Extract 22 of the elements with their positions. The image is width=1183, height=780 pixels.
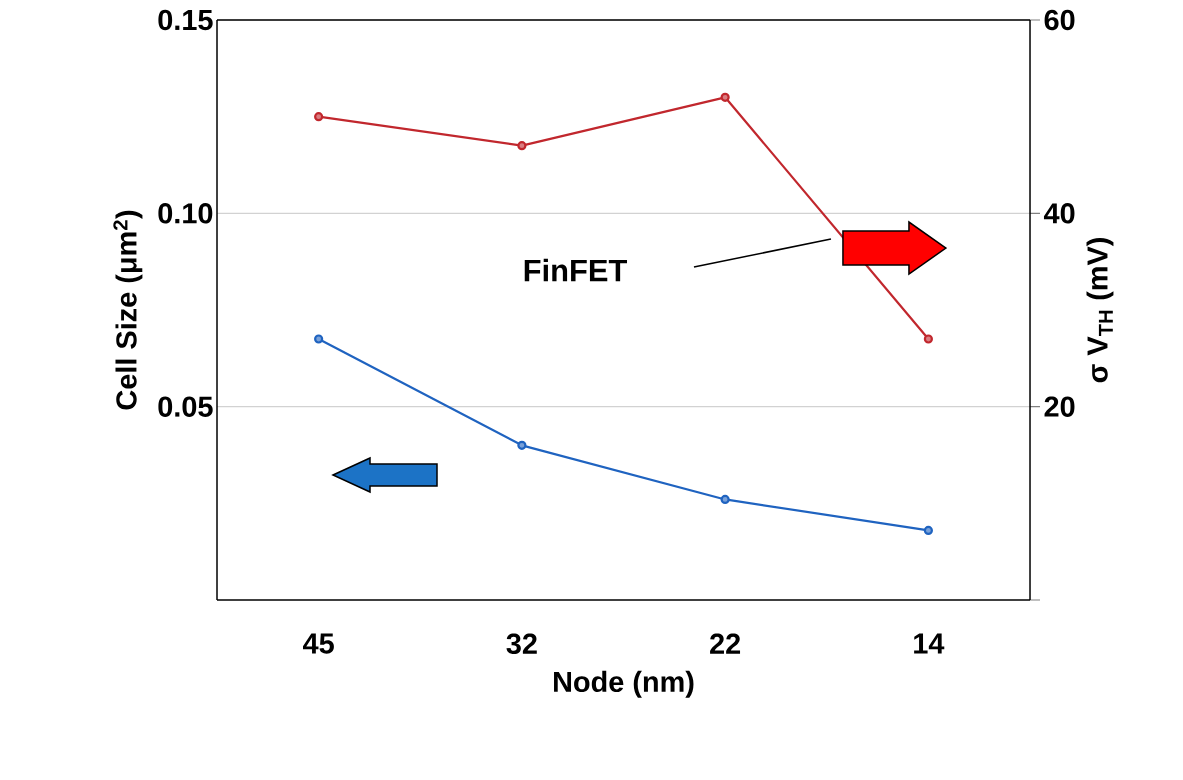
point bbox=[314, 334, 324, 344]
point bbox=[720, 92, 730, 102]
point bbox=[314, 112, 324, 122]
y-tick-label: 0.10 bbox=[158, 203, 213, 224]
point bbox=[720, 494, 730, 505]
x-tick-label: 14 bbox=[914, 633, 945, 654]
y-axis-title: Cell Size (μm$^{2}$) bbox=[113, 210, 143, 410]
annotation: FinFET bbox=[524, 258, 628, 282]
x-tick-label: 32 bbox=[506, 633, 537, 655]
point bbox=[517, 141, 527, 151]
x-tick-label: 22 bbox=[710, 633, 741, 654]
y2-tick-label: 60 bbox=[1044, 9, 1075, 31]
x-tick-label: 45 bbox=[303, 633, 334, 654]
y2-axis-title: σ V$_{TH}$ (mV) bbox=[1086, 238, 1114, 383]
y2-tick-label: 40 bbox=[1043, 203, 1075, 224]
y-tick-label: 0.15 bbox=[158, 9, 213, 31]
x-axis-title: Node (nm) bbox=[554, 670, 694, 698]
point bbox=[517, 440, 527, 450]
y-tick-label: 0.05 bbox=[158, 396, 213, 417]
point bbox=[923, 525, 933, 535]
point bbox=[923, 334, 933, 344]
y2-tick-label: 20 bbox=[1044, 396, 1075, 417]
